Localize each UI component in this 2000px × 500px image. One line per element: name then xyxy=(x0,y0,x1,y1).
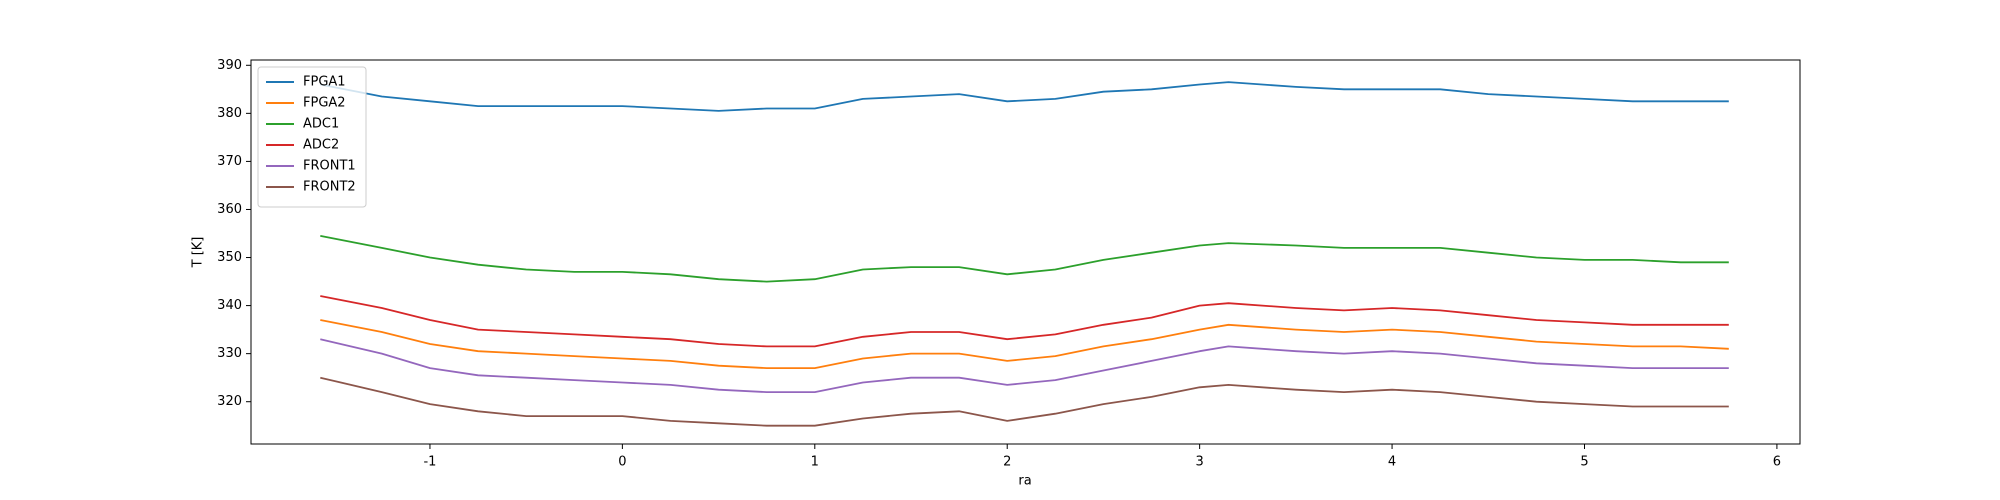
y-tick-label: 320 xyxy=(217,394,242,409)
x-tick-label: 6 xyxy=(1773,455,1781,470)
x-axis-label: ra xyxy=(1018,474,1031,489)
y-tick-label: 380 xyxy=(217,106,242,121)
x-tick-label: 0 xyxy=(618,455,626,470)
x-tick-label: 3 xyxy=(1196,455,1204,470)
x-tick-label: 4 xyxy=(1388,455,1396,470)
series-line xyxy=(320,295,1729,348)
series-line xyxy=(320,376,1729,427)
plot-frame xyxy=(250,59,1801,445)
series-line xyxy=(320,81,1729,112)
legend-label: FRONT2 xyxy=(303,180,356,195)
legend: FPGA1 FPGA2 ADC1 ADC2 FRONT1 FRONT2 xyxy=(257,66,367,208)
y-axis-label: T [K] xyxy=(191,237,206,269)
y-tick-label: 360 xyxy=(217,202,242,217)
y-tick-label: 340 xyxy=(217,298,242,313)
y-tick-label: 330 xyxy=(217,346,242,361)
y-tick-label: 350 xyxy=(217,250,242,265)
series-line xyxy=(320,319,1729,369)
y-tick-label: 370 xyxy=(217,154,242,169)
legend-label: ADC2 xyxy=(303,138,339,153)
series-line xyxy=(320,338,1729,393)
y-tick-label: 390 xyxy=(217,58,242,73)
legend-label: ADC1 xyxy=(303,117,339,132)
legend-label: FPGA2 xyxy=(303,96,346,111)
x-tick-label: 2 xyxy=(1003,455,1011,470)
legend-label: FRONT1 xyxy=(303,159,356,174)
series-line xyxy=(320,235,1729,283)
x-tick-label: 1 xyxy=(811,455,819,470)
x-tick-label: -1 xyxy=(423,455,436,470)
legend-label: FPGA1 xyxy=(303,75,346,90)
x-tick-label: 5 xyxy=(1580,455,1588,470)
